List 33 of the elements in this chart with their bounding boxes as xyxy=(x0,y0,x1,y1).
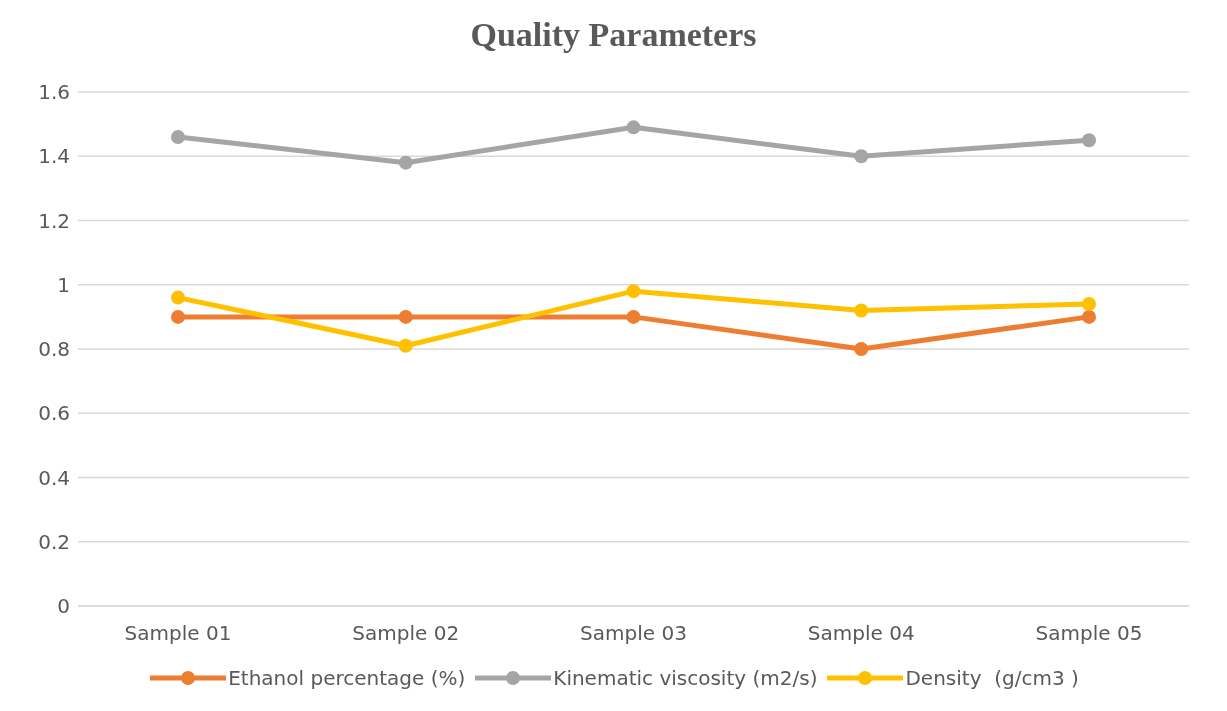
y-tick-label: 1.4 xyxy=(38,144,70,169)
y-tick-label: 0.8 xyxy=(38,337,70,362)
y-tick-label: 1 xyxy=(57,272,70,297)
x-tick-label: Sample 02 xyxy=(352,621,460,646)
y-tick-label: 0 xyxy=(57,594,70,619)
y-tick-label: 0.2 xyxy=(38,529,70,554)
point xyxy=(398,309,413,324)
point xyxy=(398,155,413,170)
point xyxy=(626,120,641,135)
point xyxy=(171,290,185,305)
point xyxy=(1082,309,1096,324)
y-tick-label: 0.6 xyxy=(38,401,70,426)
chart-title: Quality Parameters xyxy=(469,15,758,55)
y-tick-label: 0.4 xyxy=(38,465,70,490)
y-tick-label: 1.6 xyxy=(38,80,70,105)
legend-label: Ethanol percentage (%) xyxy=(228,666,466,690)
point xyxy=(398,338,413,353)
x-tick-label: Sample 04 xyxy=(807,621,915,646)
point xyxy=(1082,133,1096,148)
point xyxy=(626,309,641,324)
legend-label: Kinematic viscosity (m2/s) xyxy=(553,666,818,690)
point xyxy=(171,309,185,324)
x-tick-label: Sample 01 xyxy=(124,621,232,646)
point xyxy=(854,303,869,318)
x-tick-label: Sample 03 xyxy=(580,621,687,646)
legend-label: Density (g/cm3 ) xyxy=(905,666,1079,690)
point xyxy=(1082,297,1096,312)
point xyxy=(626,284,641,299)
point xyxy=(854,342,869,356)
x-tick-label: Sample 05 xyxy=(1035,621,1143,646)
point xyxy=(171,129,185,144)
y-tick-label: 1.2 xyxy=(38,208,70,233)
point xyxy=(854,149,869,164)
